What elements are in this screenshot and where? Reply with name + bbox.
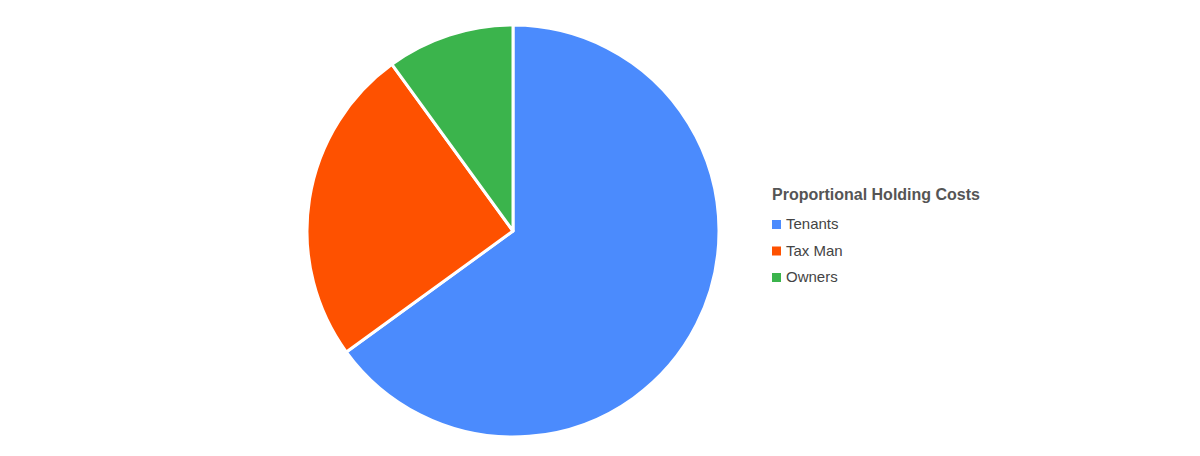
chart: Proportional Holding Costs Tenants Tax Man… — [0, 0, 1200, 456]
pie-slice — [392, 25, 513, 231]
legend-label: Tenants — [786, 215, 839, 232]
legend-label: Tax Man — [786, 242, 843, 259]
pie — [307, 25, 719, 437]
legend-title: Proportional Holding Costs — [772, 186, 980, 203]
legend-swatch — [772, 220, 781, 229]
legend-swatch — [772, 247, 781, 256]
legend-label: Owners — [786, 268, 838, 285]
legend-swatch — [772, 273, 781, 282]
legend: Proportional Holding Costs Tenants Tax Man… — [772, 186, 980, 285]
